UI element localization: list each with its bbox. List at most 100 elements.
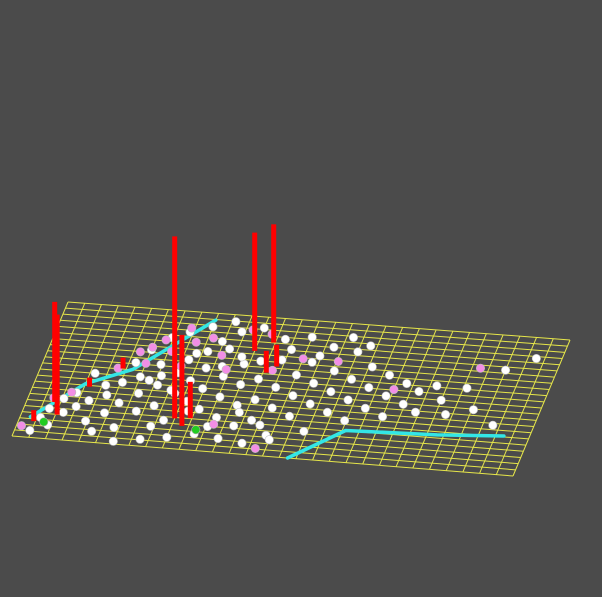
marker-white <box>264 435 274 445</box>
marker-white <box>329 342 339 352</box>
grid-line-horizontal <box>27 398 529 440</box>
marker-white <box>501 365 511 375</box>
marker-white <box>381 391 391 401</box>
marker-white <box>315 351 325 361</box>
marker-pink <box>209 419 219 429</box>
marker-white <box>247 415 257 425</box>
marker-white <box>291 370 301 380</box>
marker-white <box>307 332 317 342</box>
marker-white <box>156 371 166 381</box>
marker-white <box>84 396 94 406</box>
marker-pink <box>67 387 77 397</box>
path-lines <box>28 318 506 460</box>
marker-white <box>201 363 211 373</box>
marker-white <box>468 405 478 415</box>
marker-white <box>307 357 317 367</box>
grid-line-horizontal <box>14 429 516 471</box>
marker-white <box>364 383 374 393</box>
marker-white <box>159 415 169 425</box>
marker-white <box>135 372 145 382</box>
marker-white <box>366 341 376 351</box>
marker-white <box>360 403 370 413</box>
marker-pink <box>141 358 151 368</box>
marker-white <box>237 438 247 448</box>
marker-pink <box>191 337 201 347</box>
marker-white <box>134 388 144 398</box>
marker-white <box>367 362 377 372</box>
marker-pink <box>475 363 485 373</box>
marker-white <box>488 420 498 430</box>
grid-line-horizontal <box>22 411 524 452</box>
marker-pink <box>333 356 343 366</box>
marker-white <box>109 422 119 432</box>
marker-white <box>441 410 451 420</box>
marker-white <box>349 333 359 343</box>
marker-white <box>309 378 319 388</box>
marker-white <box>462 383 472 393</box>
marker-white <box>347 374 357 384</box>
marker-white <box>234 407 244 417</box>
marker-white <box>256 356 266 366</box>
spike-bar <box>179 334 185 426</box>
marker-white <box>87 426 97 436</box>
marker-white <box>153 380 163 390</box>
marker-white <box>402 379 412 389</box>
marker-white <box>340 416 350 426</box>
marker-white <box>117 377 127 387</box>
marker-pink <box>16 421 26 431</box>
marker-white <box>322 407 332 417</box>
marker-white <box>192 348 202 358</box>
marker-white <box>299 426 309 436</box>
marker-white <box>414 386 424 396</box>
spike-bar <box>54 314 60 415</box>
marker-pink <box>267 365 277 375</box>
marker-white <box>225 344 235 354</box>
spike-bar <box>252 232 258 351</box>
marker-pink <box>250 443 260 453</box>
marker-white <box>531 353 541 363</box>
marker-pink <box>161 335 171 345</box>
marker-white <box>284 411 294 421</box>
spike-bar <box>271 224 277 343</box>
marker-white <box>101 380 111 390</box>
marker-white <box>398 399 408 409</box>
grid-line-horizontal <box>47 350 550 390</box>
marker-pink <box>389 385 399 395</box>
marker-white <box>156 360 166 370</box>
spike-bar <box>172 236 178 419</box>
grid-line-horizontal <box>57 325 560 366</box>
marker-white <box>329 366 339 376</box>
grid-line-horizontal <box>42 362 545 403</box>
marker-white <box>267 403 277 413</box>
marker-white <box>237 352 247 362</box>
marker-white <box>378 412 388 422</box>
marker-white <box>436 395 446 405</box>
marker-white <box>198 384 208 394</box>
marker-white <box>81 416 91 426</box>
marker-white <box>131 358 141 368</box>
marker-white <box>108 436 118 446</box>
marker-white <box>432 381 442 391</box>
marker-white <box>149 401 159 411</box>
marker-white <box>217 336 227 346</box>
spike-bar <box>263 350 269 373</box>
marker-white <box>203 346 213 356</box>
marker-white <box>162 432 172 442</box>
marker-white <box>353 347 363 357</box>
grid-line-horizontal <box>11 435 514 477</box>
marker-white <box>259 323 269 333</box>
path-line <box>28 318 218 419</box>
spike-bars <box>31 224 280 426</box>
grid-line-horizontal <box>34 380 537 421</box>
marker-white <box>213 434 223 444</box>
marker-white <box>144 375 154 385</box>
marker-pink <box>208 333 218 343</box>
marker-white <box>135 434 145 444</box>
marker-white <box>250 395 260 405</box>
marker-pink <box>217 350 227 360</box>
marker-white <box>305 399 315 409</box>
marker-white <box>287 345 297 355</box>
marker-pink <box>148 342 158 352</box>
